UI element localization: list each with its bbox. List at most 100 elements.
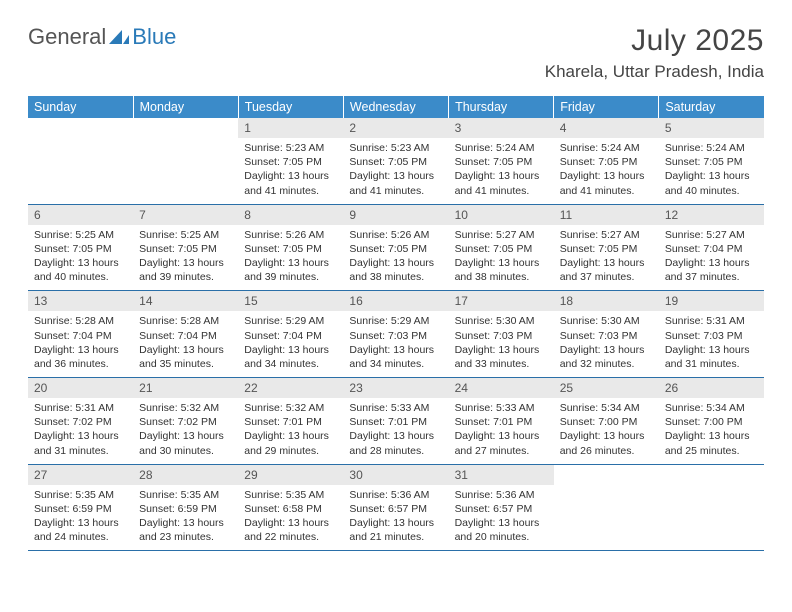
day-number: 9 [343, 205, 448, 225]
daylight1-line: Daylight: 13 hours [349, 169, 442, 183]
daylight1-line: Daylight: 13 hours [349, 256, 442, 270]
calendar-day-cell: 19Sunrise: 5:31 AMSunset: 7:03 PMDayligh… [659, 291, 764, 378]
sunrise-line: Sunrise: 5:34 AM [665, 401, 758, 415]
sunset-line: Sunset: 7:01 PM [455, 415, 548, 429]
sunset-line: Sunset: 7:03 PM [560, 329, 653, 343]
daylight1-line: Daylight: 13 hours [455, 169, 548, 183]
daylight1-line: Daylight: 13 hours [665, 169, 758, 183]
sunset-line: Sunset: 7:00 PM [560, 415, 653, 429]
sunset-line: Sunset: 7:01 PM [244, 415, 337, 429]
sunrise-line: Sunrise: 5:29 AM [244, 314, 337, 328]
day-number [659, 465, 764, 485]
day-body: Sunrise: 5:33 AMSunset: 7:01 PMDaylight:… [449, 398, 554, 464]
day-number: 16 [343, 291, 448, 311]
calendar-week-row: 1Sunrise: 5:23 AMSunset: 7:05 PMDaylight… [28, 118, 764, 204]
day-body: Sunrise: 5:34 AMSunset: 7:00 PMDaylight:… [554, 398, 659, 464]
daylight2-line: and 21 minutes. [349, 530, 442, 544]
day-body: Sunrise: 5:24 AMSunset: 7:05 PMDaylight:… [449, 138, 554, 204]
sunrise-line: Sunrise: 5:23 AM [349, 141, 442, 155]
day-number: 6 [28, 205, 133, 225]
day-number: 4 [554, 118, 659, 138]
daylight1-line: Daylight: 13 hours [455, 256, 548, 270]
day-number: 14 [133, 291, 238, 311]
day-number: 23 [343, 378, 448, 398]
sunrise-line: Sunrise: 5:24 AM [455, 141, 548, 155]
day-body: Sunrise: 5:29 AMSunset: 7:04 PMDaylight:… [238, 311, 343, 377]
day-number: 25 [554, 378, 659, 398]
day-number: 27 [28, 465, 133, 485]
calendar-day-cell: 1Sunrise: 5:23 AMSunset: 7:05 PMDaylight… [238, 118, 343, 204]
calendar-day-cell: 11Sunrise: 5:27 AMSunset: 7:05 PMDayligh… [554, 204, 659, 291]
day-number: 12 [659, 205, 764, 225]
day-body: Sunrise: 5:35 AMSunset: 6:59 PMDaylight:… [28, 485, 133, 551]
calendar-day-cell: 31Sunrise: 5:36 AMSunset: 6:57 PMDayligh… [449, 464, 554, 551]
calendar-day-cell: 16Sunrise: 5:29 AMSunset: 7:03 PMDayligh… [343, 291, 448, 378]
sunrise-line: Sunrise: 5:31 AM [665, 314, 758, 328]
daylight2-line: and 35 minutes. [139, 357, 232, 371]
daylight2-line: and 37 minutes. [665, 270, 758, 284]
sunrise-line: Sunrise: 5:26 AM [349, 228, 442, 242]
day-body [554, 485, 659, 545]
sunrise-line: Sunrise: 5:29 AM [349, 314, 442, 328]
sunrise-line: Sunrise: 5:35 AM [139, 488, 232, 502]
sunset-line: Sunset: 6:57 PM [349, 502, 442, 516]
daylight2-line: and 24 minutes. [34, 530, 127, 544]
calendar-day-cell: 30 Sunrise: 5:36 AMSunset: 6:57 PMDayligh… [343, 464, 448, 551]
sunset-line: Sunset: 7:02 PM [34, 415, 127, 429]
sunset-line: Sunset: 6:58 PM [244, 502, 337, 516]
day-body: Sunrise: 5:29 AMSunset: 7:03 PMDaylight:… [343, 311, 448, 377]
day-body [28, 138, 133, 198]
calendar-day-cell: 25Sunrise: 5:34 AMSunset: 7:00 PMDayligh… [554, 378, 659, 465]
sunset-line: Sunset: 7:05 PM [349, 155, 442, 169]
sunset-line: Sunset: 7:04 PM [139, 329, 232, 343]
day-number [28, 118, 133, 138]
calendar-day-cell: 24Sunrise: 5:33 AMSunset: 7:01 PMDayligh… [449, 378, 554, 465]
day-body: Sunrise: 5:33 AMSunset: 7:01 PMDaylight:… [343, 398, 448, 464]
day-header: Thursday [449, 96, 554, 118]
sunrise-line: Sunrise: 5:32 AM [244, 401, 337, 415]
day-body: Sunrise: 5:24 AMSunset: 7:05 PMDaylight:… [554, 138, 659, 204]
day-header: Tuesday [238, 96, 343, 118]
calendar-day-cell: 2Sunrise: 5:23 AMSunset: 7:05 PMDaylight… [343, 118, 448, 204]
daylight2-line: and 36 minutes. [34, 357, 127, 371]
day-header-row: Sunday Monday Tuesday Wednesday Thursday… [28, 96, 764, 118]
calendar-day-cell [554, 464, 659, 551]
day-number: 30 [343, 465, 448, 485]
day-number: 17 [449, 291, 554, 311]
day-number [554, 465, 659, 485]
sunrise-line: Sunrise: 5:33 AM [349, 401, 442, 415]
sunset-line: Sunset: 7:05 PM [139, 242, 232, 256]
sunrise-line: Sunrise: 5:36 AM [349, 488, 442, 502]
sunset-line: Sunset: 7:03 PM [349, 329, 442, 343]
sunrise-line: Sunrise: 5:25 AM [34, 228, 127, 242]
daylight1-line: Daylight: 13 hours [244, 429, 337, 443]
daylight1-line: Daylight: 13 hours [349, 516, 442, 530]
sunset-line: Sunset: 7:05 PM [560, 155, 653, 169]
sunrise-line: Sunrise: 5:34 AM [560, 401, 653, 415]
day-body: Sunrise: 5:25 AMSunset: 7:05 PMDaylight:… [28, 225, 133, 291]
day-body [659, 485, 764, 545]
sunset-line: Sunset: 7:05 PM [665, 155, 758, 169]
sunrise-line: Sunrise: 5:30 AM [455, 314, 548, 328]
calendar-day-cell: 9Sunrise: 5:26 AMSunset: 7:05 PMDaylight… [343, 204, 448, 291]
day-number: 18 [554, 291, 659, 311]
daylight1-line: Daylight: 13 hours [139, 256, 232, 270]
daylight2-line: and 33 minutes. [455, 357, 548, 371]
sunset-line: Sunset: 7:00 PM [665, 415, 758, 429]
day-number: 8 [238, 205, 343, 225]
daylight2-line: and 41 minutes. [455, 184, 548, 198]
day-body: Sunrise: 5:32 AMSunset: 7:02 PMDaylight:… [133, 398, 238, 464]
day-body: Sunrise: 5:27 AMSunset: 7:05 PMDaylight:… [449, 225, 554, 291]
daylight2-line: and 41 minutes. [560, 184, 653, 198]
sunrise-line: Sunrise: 5:33 AM [455, 401, 548, 415]
sunrise-line: Sunrise: 5:27 AM [560, 228, 653, 242]
daylight2-line: and 26 minutes. [560, 444, 653, 458]
day-number: 10 [449, 205, 554, 225]
sunset-line: Sunset: 7:05 PM [455, 155, 548, 169]
day-number: 7 [133, 205, 238, 225]
daylight2-line: and 40 minutes. [34, 270, 127, 284]
day-number: 13 [28, 291, 133, 311]
sunset-line: Sunset: 7:05 PM [455, 242, 548, 256]
daylight2-line: and 22 minutes. [244, 530, 337, 544]
day-body: Sunrise: 5:30 AMSunset: 7:03 PMDaylight:… [554, 311, 659, 377]
